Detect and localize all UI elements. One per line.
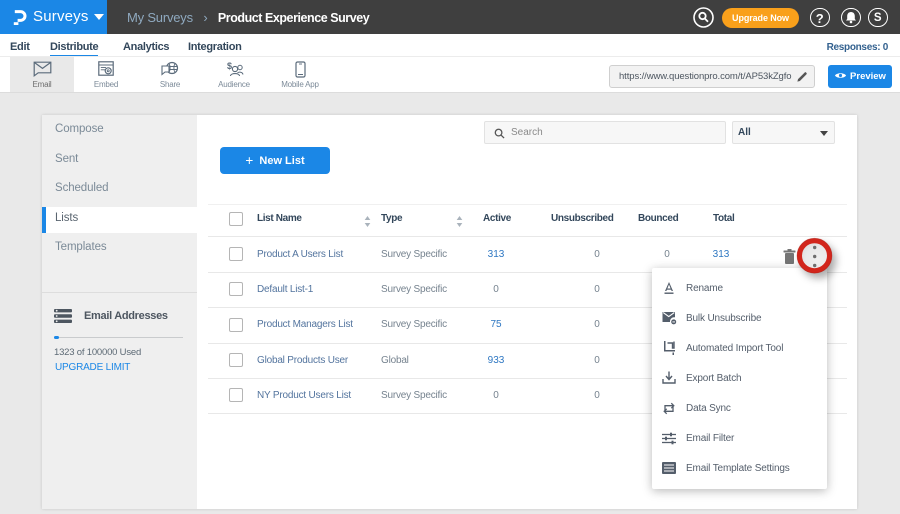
svg-text:$: $: [227, 61, 232, 71]
